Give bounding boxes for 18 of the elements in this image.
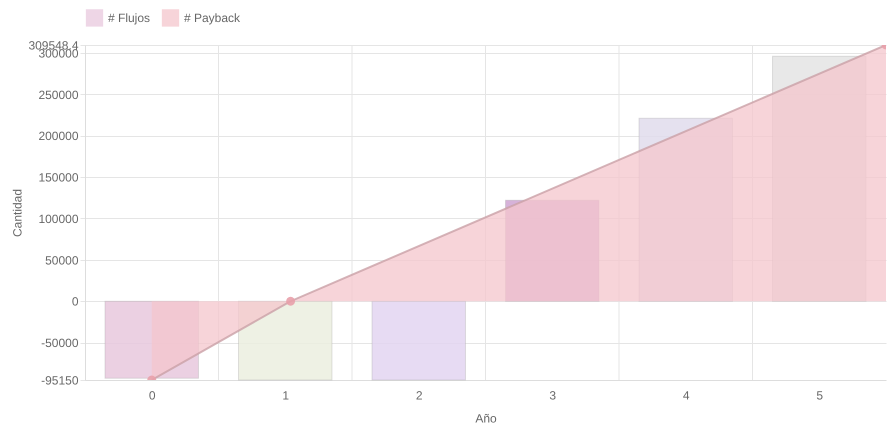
y-axis-title: Cantidad — [10, 188, 24, 238]
y-tick-label: 50000 — [45, 253, 79, 268]
y-tick-label: 200000 — [38, 129, 79, 144]
y-tick-label: -50000 — [41, 336, 79, 350]
y-tick-label: 0 — [72, 294, 79, 309]
y-tick-label: 250000 — [38, 88, 79, 102]
x-tick-label: 1 — [282, 388, 290, 402]
x-axis-title: Año — [475, 412, 497, 426]
legend-label: # Flujos — [108, 10, 150, 25]
legend-label: # Payback — [184, 10, 242, 25]
x-tick-label: 5 — [816, 388, 824, 402]
x-tick-label: 4 — [682, 388, 690, 402]
y-tick-label: 150000 — [38, 170, 79, 185]
x-tick-label: 2 — [416, 388, 423, 402]
x-tick-label: 0 — [148, 388, 156, 402]
y-tick-label: -95150 — [41, 374, 79, 388]
y-tick-label: 100000 — [38, 212, 79, 226]
x-tick-label: 3 — [549, 388, 556, 402]
